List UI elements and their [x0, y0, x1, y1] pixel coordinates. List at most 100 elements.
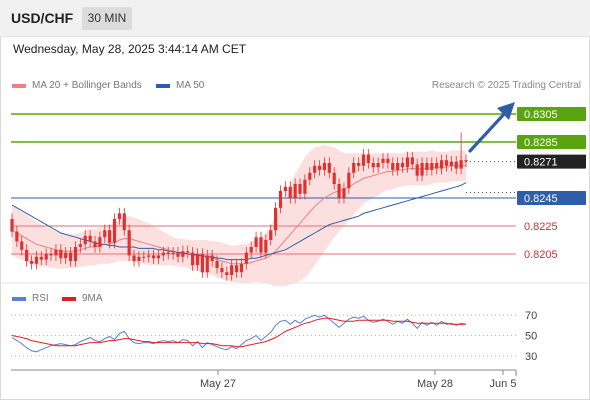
candle	[313, 165, 317, 173]
rsi-tick-50: 50	[525, 331, 537, 343]
candle	[244, 252, 248, 264]
candle	[415, 164, 419, 176]
candle	[98, 237, 102, 247]
candle	[78, 244, 82, 247]
candle	[64, 252, 68, 259]
candle	[10, 219, 14, 232]
candle	[444, 160, 449, 166]
candle	[132, 255, 136, 261]
ma50-swatch	[156, 83, 170, 88]
candle	[215, 261, 219, 268]
candle	[151, 255, 156, 259]
candle	[239, 263, 244, 273]
price-label-0.8245: 0.8245	[524, 193, 558, 205]
candle	[93, 241, 97, 247]
price-label-0.8205: 0.8205	[524, 249, 558, 261]
candle	[210, 255, 214, 261]
ma50-line	[11, 182, 467, 261]
candle	[430, 163, 434, 170]
candle	[166, 252, 170, 254]
candle	[137, 256, 141, 261]
candle	[381, 158, 385, 163]
trend-arrow-head	[497, 102, 515, 120]
candle	[425, 163, 429, 170]
candle	[293, 184, 297, 198]
legend-ma50: MA 50	[156, 80, 204, 91]
legend-rsi-label: RSI	[32, 293, 49, 304]
candle	[73, 247, 78, 261]
rsi-tick-30: 30	[525, 351, 537, 363]
candle	[127, 230, 131, 256]
candle	[88, 235, 92, 242]
candle	[400, 163, 405, 168]
candle	[449, 161, 453, 166]
candle	[156, 255, 161, 259]
candle	[264, 240, 268, 253]
trend-arrow-shaft	[468, 111, 507, 153]
legend-9ma: 9MA	[62, 293, 103, 304]
price-label-0.8285: 0.8285	[524, 137, 558, 149]
candle	[176, 252, 180, 257]
rsi-tick-70: 70	[525, 310, 537, 322]
candle	[259, 237, 263, 253]
rsi-series-9ma	[11, 317, 466, 348]
credit-label: Research © 2025 Trading Central	[431, 80, 581, 91]
timeframe-button[interactable]: 30 MIN	[82, 7, 132, 30]
candle	[103, 230, 107, 238]
candle	[371, 163, 375, 168]
candle	[405, 157, 410, 168]
candle	[337, 184, 341, 198]
candle	[83, 235, 87, 245]
candle	[29, 261, 34, 264]
datetime-label: Wednesday, May 28, 2025 3:44:14 AM CET	[13, 42, 247, 56]
candle	[112, 219, 117, 243]
candle	[288, 186, 292, 198]
candle	[454, 161, 458, 169]
candle	[171, 252, 175, 254]
candle	[25, 249, 29, 261]
candle	[327, 163, 331, 173]
candle	[68, 252, 73, 261]
price-badge-pivot	[517, 191, 586, 205]
candle	[254, 237, 258, 247]
candle	[220, 268, 224, 273]
candle	[278, 191, 283, 208]
candle	[366, 154, 370, 163]
candle	[20, 241, 24, 250]
x-tick-label: May 28	[417, 378, 453, 390]
candle	[200, 254, 204, 273]
candle	[322, 163, 327, 170]
candle	[464, 160, 468, 162]
candle	[308, 172, 312, 180]
legend-9ma-label: 9MA	[82, 293, 103, 304]
candle	[303, 179, 307, 194]
legend-ma20-label: MA 20 + Bollinger Bands	[32, 80, 142, 91]
candle	[357, 163, 361, 166]
candle	[195, 254, 200, 266]
price-badge-resistance	[517, 135, 586, 149]
candle	[435, 163, 439, 169]
candle	[410, 157, 414, 165]
ma20-line	[11, 165, 466, 265]
ma20-swatch	[12, 83, 26, 88]
candle	[44, 254, 48, 260]
candle	[439, 160, 444, 169]
price-badge-current	[517, 154, 586, 169]
candle	[347, 172, 351, 189]
candle	[391, 163, 395, 170]
candle	[34, 256, 39, 264]
price-badge-resistance	[517, 107, 586, 121]
candle	[181, 251, 185, 257]
candle	[108, 230, 112, 243]
candle	[161, 252, 165, 256]
candle	[39, 256, 43, 260]
candle	[269, 230, 273, 240]
legend-ma50-label: MA 50	[176, 80, 205, 91]
price-label-0.8225: 0.8225	[524, 221, 558, 233]
candle	[59, 249, 63, 259]
x-tick-label: May 27	[200, 378, 236, 390]
candle	[49, 254, 53, 256]
candle	[205, 255, 209, 273]
candle	[54, 249, 58, 256]
header-bar: USD/CHF 30 MIN	[0, 0, 590, 37]
